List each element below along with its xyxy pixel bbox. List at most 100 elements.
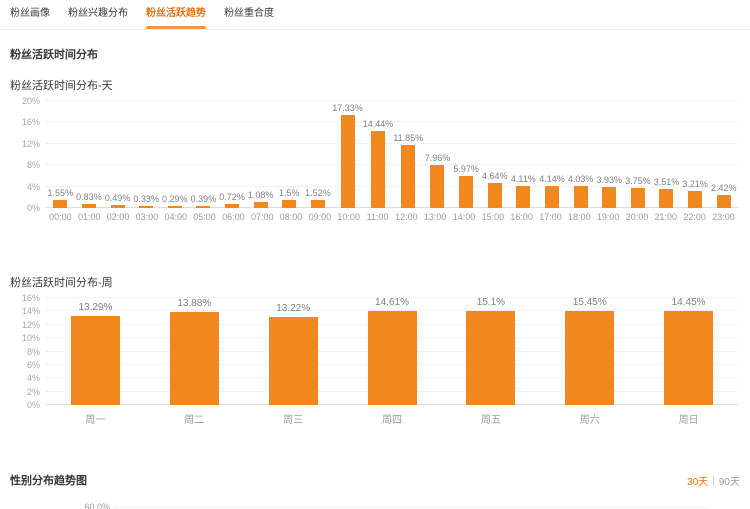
chart-week-bars: 13.29% 13.88% 13.22% 14.61% 15.1% 15.45% 14.45…	[46, 298, 738, 405]
x-axis-label: 15:00	[481, 212, 505, 222]
bar-11:00[interactable]	[371, 130, 386, 208]
range-30d[interactable]: 30天	[687, 476, 709, 488]
bar-slot-12:00[interactable]: 11.85%	[393, 101, 423, 208]
bar-slot-05:00[interactable]: 0.39%	[189, 101, 218, 208]
bar-slot-周一[interactable]: 13.29%	[46, 298, 145, 405]
tab-fan-portrait[interactable]: 粉丝画像	[10, 7, 50, 19]
bar-05:00[interactable]	[196, 205, 211, 208]
bar-周六[interactable]	[565, 311, 615, 405]
bar-00:00[interactable]	[53, 199, 68, 208]
bar-17:00[interactable]	[544, 185, 559, 208]
bar-slot-周二[interactable]: 13.88%	[145, 298, 244, 405]
bar-18:00[interactable]	[573, 186, 588, 208]
bar-15:00[interactable]	[487, 183, 502, 208]
bar-08:00[interactable]	[282, 199, 297, 208]
tab-fan-overlap[interactable]: 粉丝重合度	[224, 7, 274, 19]
bar-03:00[interactable]	[139, 206, 154, 208]
y-axis-tick: 6%	[26, 359, 40, 370]
bar-周日[interactable]	[664, 311, 714, 405]
bar-slot-周四[interactable]: 14.61%	[343, 298, 442, 405]
bar-slot-01:00[interactable]: 0.83%	[75, 101, 104, 208]
bar-slot-19:00[interactable]: 3.93%	[595, 101, 624, 208]
bar-value-label: 3.51%	[653, 177, 680, 188]
bar-value-label: 4.14%	[539, 173, 565, 184]
x-axis-label: 06:00	[222, 212, 245, 222]
bar-value-label: 3.21%	[682, 178, 708, 189]
bar-slot-周六[interactable]: 15.45%	[540, 298, 639, 405]
x-axis-label: 00:00	[49, 212, 72, 222]
bar-slot-06:00[interactable]: 0.72%	[218, 101, 247, 208]
bar-value-label: 0.33%	[133, 194, 159, 205]
bar-slot-13:00[interactable]: 7.96%	[423, 101, 452, 208]
bar-slot-20:00[interactable]: 3.75%	[624, 101, 653, 208]
bar-slot-00:00[interactable]: 1.55%	[46, 101, 75, 208]
bar-slot-23:00[interactable]: 2.42%	[709, 101, 738, 208]
bar-slot-14:00[interactable]: 5.97%	[452, 101, 481, 208]
bar-slot-15:00[interactable]: 4.64%	[480, 101, 509, 208]
bar-04:00[interactable]	[167, 206, 182, 208]
tab-fan-activity-trend[interactable]: 粉丝活跃趋势	[146, 0, 206, 30]
bar-07:00[interactable]	[253, 202, 268, 208]
bar-value-label: 13.29%	[78, 302, 113, 314]
bar-slot-07:00[interactable]: 1.08%	[246, 101, 275, 208]
bar-23:00[interactable]	[716, 195, 731, 208]
y-axis-tick: 0%	[26, 203, 40, 213]
bar-value-label: 1.5%	[279, 187, 300, 198]
x-axis-label: 01:00	[77, 212, 101, 222]
bar-13:00[interactable]	[430, 165, 445, 208]
x-axis-label: 23:00	[712, 212, 735, 222]
bar-slot-周五[interactable]: 15.1%	[441, 298, 540, 405]
bar-14:00[interactable]	[459, 176, 474, 208]
bar-19:00[interactable]	[602, 186, 617, 208]
bar-10:00[interactable]	[340, 115, 355, 208]
bar-06:00[interactable]	[225, 204, 240, 208]
gridline	[46, 310, 738, 312]
bar-slot-10:00[interactable]: 17.33%	[332, 101, 363, 208]
bar-slot-08:00[interactable]: 1.5%	[275, 101, 304, 208]
bar-slot-21:00[interactable]: 3.51%	[652, 101, 681, 208]
hourly-activity-chart: 0% 4% 8% 12% 16% 20% 1.55% 0.83% 0.49% 0.33% 0.29%…	[10, 96, 740, 222]
bar-slot-22:00[interactable]: 3.21%	[681, 101, 710, 208]
gender-gridline-60	[114, 507, 707, 508]
bar-value-label: 11.85%	[393, 132, 424, 143]
bar-周二[interactable]	[169, 312, 219, 405]
range-90d[interactable]: 90天	[718, 476, 740, 488]
bar-周一[interactable]	[70, 316, 120, 405]
bar-slot-17:00[interactable]: 4.14%	[538, 101, 567, 208]
bar-slot-02:00[interactable]: 0.49%	[103, 101, 132, 208]
bar-16:00[interactable]	[516, 186, 531, 208]
y-axis-tick: 0%	[26, 400, 40, 410]
bar-slot-03:00[interactable]: 0.33%	[132, 101, 161, 208]
bar-20:00[interactable]	[630, 187, 645, 208]
bar-slot-16:00[interactable]: 4.11%	[509, 101, 538, 208]
bar-slot-18:00[interactable]: 4.03%	[566, 101, 595, 208]
y-axis-tick: 4%	[26, 181, 40, 192]
bar-value-label: 14.61%	[375, 297, 409, 308]
x-axis-label: 02:00	[106, 212, 130, 222]
x-axis-label: 周五	[480, 415, 501, 426]
bar-slot-09:00[interactable]: 1.52%	[304, 101, 333, 208]
bar-value-label: 15.1%	[476, 297, 506, 308]
bar-周四[interactable]	[367, 311, 417, 405]
bar-09:00[interactable]	[310, 199, 325, 208]
x-axis-label: 19:00	[596, 212, 620, 222]
bar-21:00[interactable]	[659, 189, 674, 208]
gridline	[46, 297, 738, 298]
bar-value-label: 4.64%	[481, 171, 508, 182]
bar-01:00[interactable]	[81, 203, 96, 208]
tab-fan-interest-distribution[interactable]: 粉丝兴趣分布	[68, 7, 128, 19]
bar-slot-04:00[interactable]: 0.29%	[161, 101, 190, 208]
x-axis-label: 11:00	[366, 212, 389, 222]
bar-22:00[interactable]	[688, 190, 703, 208]
bar-slot-周三[interactable]: 13.22%	[244, 298, 343, 405]
bar-周五[interactable]	[466, 311, 516, 405]
bar-02:00[interactable]	[110, 205, 125, 208]
bar-12:00[interactable]	[401, 144, 416, 208]
x-axis-label: 18:00	[568, 212, 591, 222]
bar-周三[interactable]	[268, 316, 318, 405]
bar-value-label: 1.55%	[47, 187, 74, 198]
bar-slot-周日[interactable]: 14.45%	[639, 298, 738, 405]
bar-slot-11:00[interactable]: 14.44%	[363, 101, 393, 208]
y-axis-tick: 20%	[21, 96, 40, 106]
x-axis-label: 14:00	[452, 212, 476, 222]
